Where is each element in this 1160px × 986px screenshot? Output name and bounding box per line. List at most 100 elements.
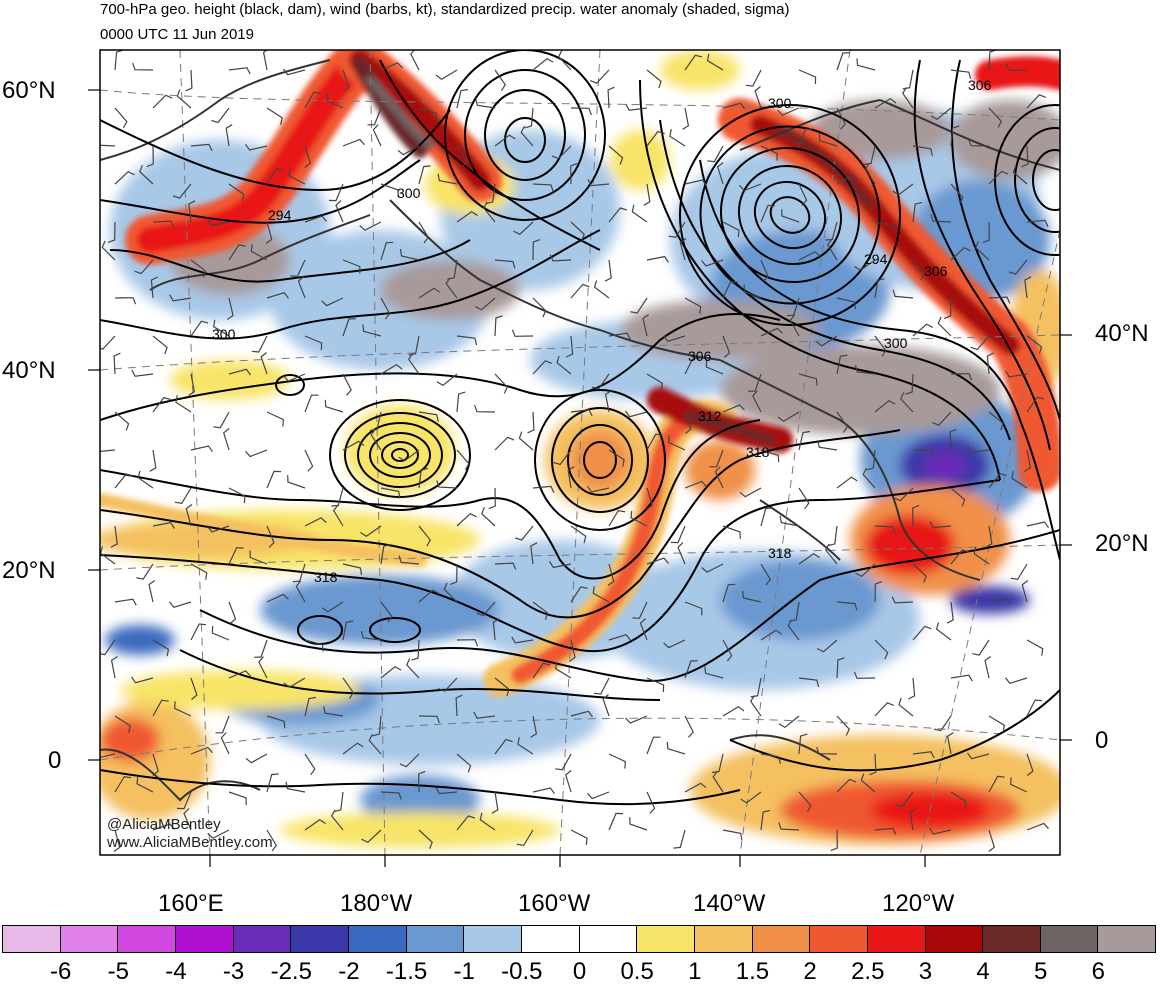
wind-barb: [266, 292, 289, 299]
wind-barb: [646, 433, 663, 451]
wind-barb: [176, 89, 192, 109]
wind-barb: [418, 107, 438, 121]
wind-barb: [722, 281, 738, 299]
valid-time: 0000 UTC 11 Jun 2019: [100, 26, 254, 43]
wind-barb: [266, 470, 282, 489]
wind-barb: [779, 515, 800, 527]
wind-barb: [304, 517, 327, 527]
wind-barb: [646, 130, 665, 147]
wind-barb: [190, 623, 207, 641]
wind-barb: [684, 411, 692, 434]
wind-barb: [988, 296, 1011, 304]
wind-barb: [570, 829, 588, 846]
wind-barb: [212, 319, 230, 337]
wind-barb: [570, 221, 585, 242]
wind-barb: [304, 335, 323, 351]
wind-barb: [131, 369, 154, 377]
wind-barb: [1026, 335, 1043, 354]
colorbar-label: 3: [918, 958, 933, 985]
wind-barb: [223, 428, 230, 451]
wind-barb: [283, 677, 306, 689]
wind-barb: [110, 656, 118, 679]
wind-barb: [342, 620, 354, 641]
wind-barb: [722, 705, 745, 717]
colorbar-label: -1: [453, 958, 475, 985]
wind-barb: [228, 601, 237, 624]
wind-barb: [532, 787, 555, 795]
wind-barb: [663, 639, 686, 649]
wind-barb: [701, 259, 724, 267]
wind-barb: [266, 167, 284, 185]
wind-barb: [625, 715, 648, 724]
wind-barb: [901, 87, 914, 109]
wind-barb: [114, 170, 135, 185]
wind-barb: [760, 204, 776, 223]
wind-barb: [646, 736, 661, 755]
wind-barb: [380, 363, 403, 375]
wind-barb: [398, 449, 420, 462]
wind-barb: [646, 677, 665, 693]
colorbar-cell: [1039, 925, 1099, 953]
wind-barb: [304, 753, 316, 776]
wind-barb: [760, 563, 772, 586]
wind-barb: [266, 715, 286, 729]
colorbar-cell: [232, 925, 292, 953]
lat-label-0: 0: [48, 747, 62, 774]
colorbar-cell: [117, 925, 176, 953]
wind-barb: [100, 753, 116, 759]
wind-barb: [435, 69, 458, 81]
wind-barb: [970, 335, 990, 351]
wind-barb: [760, 809, 771, 831]
wind-barb: [437, 173, 458, 185]
wind-barb: [532, 360, 553, 375]
colorbar-cell: [1097, 925, 1157, 953]
wind-barb: [754, 86, 762, 109]
wind-barb: [745, 69, 762, 87]
wind-barb: [185, 504, 193, 527]
lat-label-20n: 20°N: [2, 557, 56, 584]
wind-barb: [836, 657, 845, 679]
pw-anomaly-shading: [100, 50, 1060, 848]
wind-barb: [1026, 822, 1049, 831]
colorbar-label: 1: [688, 958, 702, 985]
colorbar-label: 0.5: [620, 958, 654, 985]
wind-barb: [930, 214, 952, 223]
wind-barb: [380, 241, 394, 261]
wind-barb: [266, 411, 284, 427]
wind-barb: [684, 357, 701, 375]
wind-barb: [249, 550, 268, 565]
wind-barb: [860, 773, 876, 793]
wind-barb: [304, 145, 311, 168]
wind-barb: [172, 183, 192, 199]
wind-barb: [418, 829, 433, 850]
wind-barb: [333, 791, 344, 813]
lat-label-right-20n: 20°N: [1095, 530, 1149, 557]
wind-barb: [551, 145, 572, 160]
wind-barb: [706, 53, 724, 71]
wind-barb: [304, 215, 327, 223]
wind-barbs: [100, 50, 1049, 852]
wind-barb: [587, 791, 610, 800]
wind-barb: [532, 183, 554, 192]
wind-barb: [342, 440, 365, 451]
wind-barb: [488, 487, 496, 510]
wind-barb: [988, 829, 995, 852]
wind-barb: [1026, 753, 1034, 776]
wind-barb: [549, 561, 572, 569]
wind-barb: [107, 221, 116, 243]
wind-barb: [266, 107, 283, 125]
wind-barb: [418, 770, 426, 793]
wind-barb: [418, 589, 440, 603]
colorbar-cell: [347, 925, 407, 953]
wind-barb: [836, 411, 849, 433]
wind-barb: [950, 373, 973, 381]
wind-barb: [556, 355, 572, 375]
wind-barb: [714, 466, 724, 489]
wind-barb: [328, 183, 344, 202]
wind-barb: [516, 829, 534, 847]
wind-barb: [266, 593, 289, 603]
wind-barb: [856, 58, 876, 71]
wind-barb: [485, 183, 496, 205]
wind-barb: [190, 320, 209, 337]
colorbar-cell: [924, 925, 984, 953]
